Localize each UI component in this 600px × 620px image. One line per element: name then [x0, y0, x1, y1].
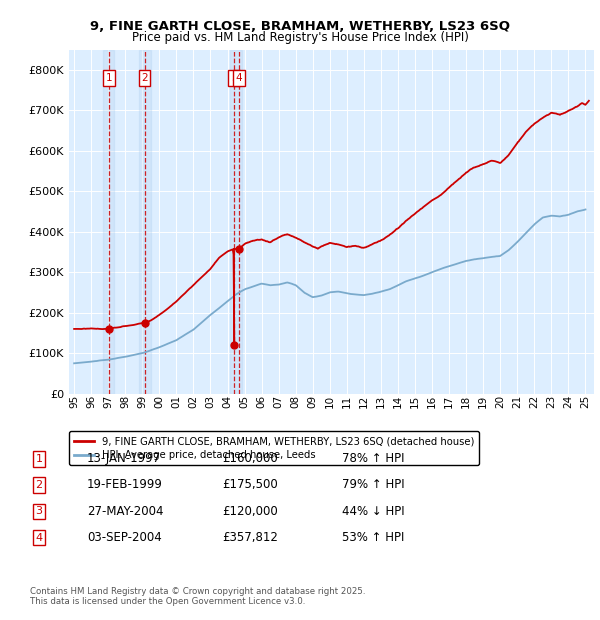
Text: 2: 2 — [141, 73, 148, 83]
Text: 03-SEP-2004: 03-SEP-2004 — [87, 531, 162, 544]
Text: 4: 4 — [236, 73, 242, 83]
Text: Price paid vs. HM Land Registry's House Price Index (HPI): Price paid vs. HM Land Registry's House … — [131, 31, 469, 43]
Bar — [139, 50, 151, 394]
Text: 78% ↑ HPI: 78% ↑ HPI — [342, 453, 404, 465]
Text: £120,000: £120,000 — [222, 505, 278, 518]
Text: 13-JAN-1997: 13-JAN-1997 — [87, 453, 161, 465]
Legend: 9, FINE GARTH CLOSE, BRAMHAM, WETHERBY, LS23 6SQ (detached house), HPI: Average : 9, FINE GARTH CLOSE, BRAMHAM, WETHERBY, … — [69, 432, 479, 466]
Text: £175,500: £175,500 — [222, 479, 278, 491]
Text: 79% ↑ HPI: 79% ↑ HPI — [342, 479, 404, 491]
Text: 2: 2 — [35, 480, 43, 490]
Text: 4: 4 — [35, 533, 43, 542]
Text: £160,000: £160,000 — [222, 453, 278, 465]
Text: 1: 1 — [106, 73, 112, 83]
Text: 19-FEB-1999: 19-FEB-1999 — [87, 479, 163, 491]
Text: £357,812: £357,812 — [222, 531, 278, 544]
Text: 9, FINE GARTH CLOSE, BRAMHAM, WETHERBY, LS23 6SQ: 9, FINE GARTH CLOSE, BRAMHAM, WETHERBY, … — [90, 20, 510, 32]
Bar — [103, 50, 114, 394]
Text: 3: 3 — [231, 73, 238, 83]
Bar — [230, 50, 242, 394]
Text: 44% ↓ HPI: 44% ↓ HPI — [342, 505, 404, 518]
Text: 1: 1 — [35, 454, 43, 464]
Text: Contains HM Land Registry data © Crown copyright and database right 2025.
This d: Contains HM Land Registry data © Crown c… — [30, 587, 365, 606]
Text: 53% ↑ HPI: 53% ↑ HPI — [342, 531, 404, 544]
Text: 27-MAY-2004: 27-MAY-2004 — [87, 505, 163, 518]
Text: 3: 3 — [35, 507, 43, 516]
